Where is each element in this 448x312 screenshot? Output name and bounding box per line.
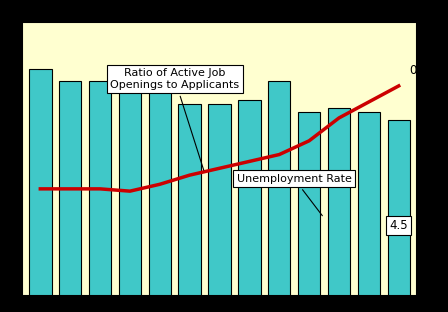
Text: Ratio of Active Job
Openings to Applicants: Ratio of Active Job Openings to Applican… — [110, 68, 239, 170]
Bar — [149, 89, 171, 296]
Text: 4.5: 4.5 — [389, 219, 408, 232]
Bar — [298, 112, 320, 296]
Bar — [388, 120, 410, 296]
Bar — [29, 69, 52, 296]
Bar — [208, 104, 231, 296]
Text: 0.92: 0.92 — [409, 64, 435, 77]
Bar — [328, 108, 350, 296]
Bar — [89, 81, 111, 296]
Text: Unemployment Rate: Unemployment Rate — [237, 174, 352, 216]
Bar — [268, 81, 290, 296]
Bar — [238, 100, 261, 296]
Bar — [59, 81, 82, 296]
Bar — [119, 89, 141, 296]
Bar — [358, 112, 380, 296]
Bar — [178, 104, 201, 296]
